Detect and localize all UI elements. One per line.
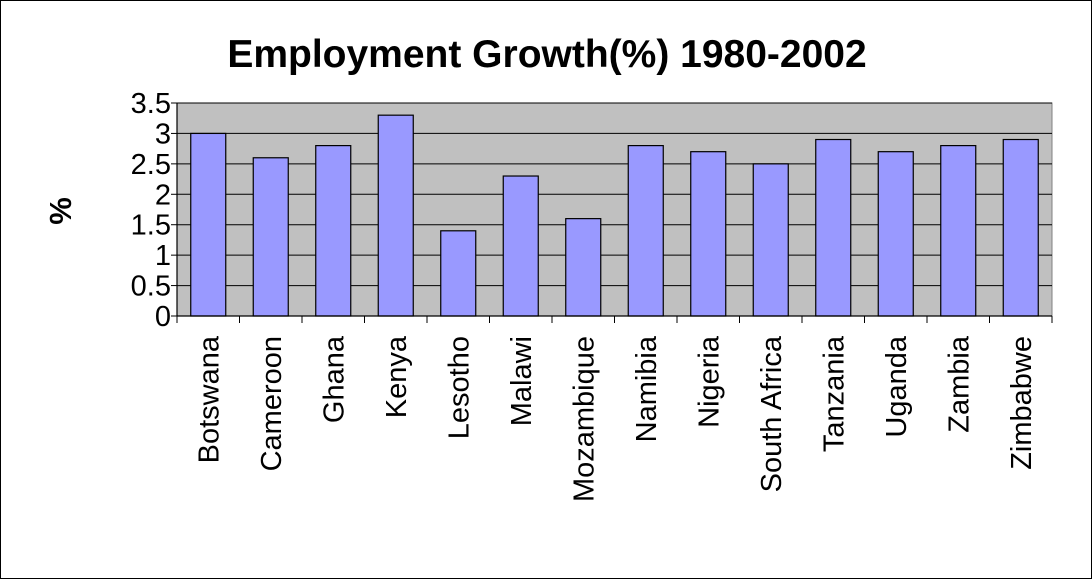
y-tick-label: 2 bbox=[155, 179, 171, 211]
x-tick-label: Ghana bbox=[318, 335, 350, 423]
y-tick-label: 0.5 bbox=[131, 271, 171, 303]
bar-ghana bbox=[315, 145, 352, 317]
axes bbox=[171, 102, 1053, 323]
bar-uganda bbox=[877, 151, 914, 317]
x-tick-label: Kenya bbox=[381, 335, 413, 418]
x-tick-label: Tanzania bbox=[818, 335, 850, 452]
y-tick-labels: 00.511.522.533.5 bbox=[131, 88, 171, 333]
bar-cameroon bbox=[252, 157, 289, 317]
bar-nigeria bbox=[690, 151, 727, 317]
x-tick-label: Zambia bbox=[943, 335, 975, 433]
x-tick-labels: Botswana Cameroon Ghana Kenya Lesotho Malawi M… bbox=[193, 335, 1038, 502]
bars bbox=[190, 114, 1039, 317]
x-tick-label: Botswana bbox=[193, 335, 225, 463]
y-tick-label: 1.5 bbox=[131, 210, 171, 242]
bar-malawi bbox=[502, 175, 539, 317]
x-tick-label: Lesotho bbox=[443, 336, 475, 439]
x-tick-label: Cameroon bbox=[256, 336, 288, 471]
y-tick-label: 3 bbox=[155, 118, 171, 150]
y-tick-label: 0 bbox=[155, 301, 171, 333]
x-tick-label: Malawi bbox=[506, 336, 538, 426]
bar-south-africa bbox=[752, 163, 789, 317]
x-tick-label: South Africa bbox=[756, 335, 788, 492]
chart-title: Employment Growth(%) 1980-2002 bbox=[227, 33, 866, 76]
bar-lesotho bbox=[440, 230, 477, 317]
bar-namibia bbox=[627, 145, 664, 317]
bar-botswana bbox=[190, 132, 227, 317]
y-tick-label: 2.5 bbox=[131, 149, 171, 181]
bar-kenya bbox=[377, 114, 414, 317]
x-tick-label: Zimbabwe bbox=[1006, 336, 1038, 470]
bar-zimbabwe bbox=[1002, 138, 1039, 317]
y-tick-label: 1 bbox=[155, 240, 171, 272]
bar-mozambique bbox=[565, 218, 602, 317]
plot-area bbox=[176, 102, 1053, 317]
y-tick-label: 3.5 bbox=[131, 88, 171, 120]
x-tick-label: Uganda bbox=[881, 335, 913, 437]
bar-zambia bbox=[940, 145, 977, 317]
x-tick-label: Mozambique bbox=[568, 336, 600, 502]
x-tick-label: Nigeria bbox=[693, 335, 725, 428]
y-axis-label: % bbox=[43, 197, 78, 225]
bar-tanzania bbox=[815, 138, 852, 317]
x-tick-label: Namibia bbox=[631, 335, 663, 442]
